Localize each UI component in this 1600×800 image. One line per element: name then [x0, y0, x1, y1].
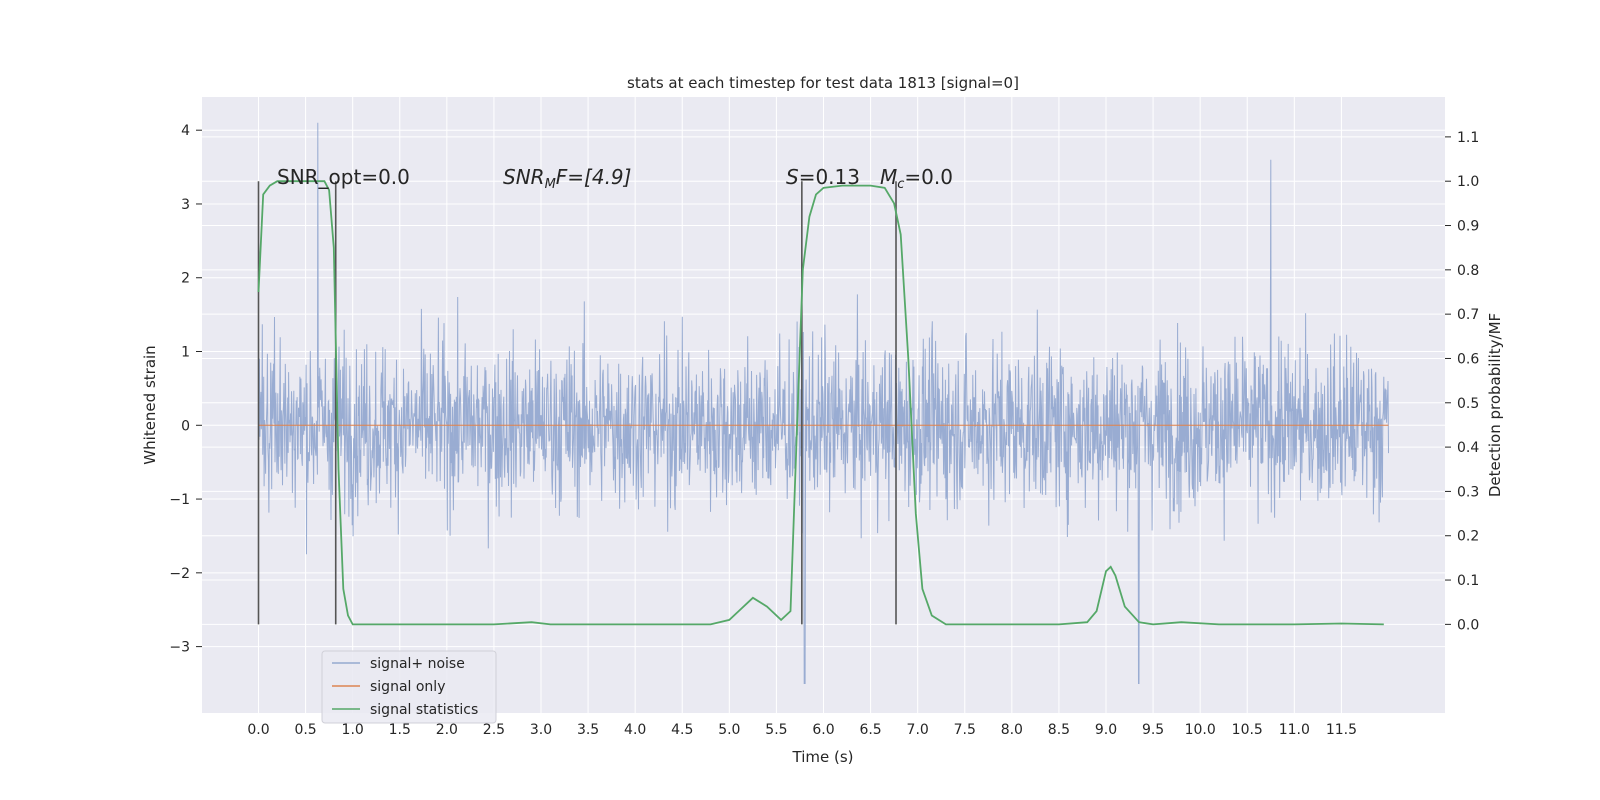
y-right-tick-label: 0.2 — [1457, 529, 1479, 545]
y-left-tick-label: −2 — [169, 566, 190, 582]
chart-title: stats at each timestep for test data 181… — [627, 74, 1019, 92]
x-tick-label: 7.0 — [907, 722, 929, 738]
signal-statistics-line — [257, 180, 1384, 626]
x-tick-label: 11.5 — [1326, 722, 1357, 738]
legend-label-signal-statistics: signal statistics — [370, 702, 478, 718]
grid-lines-x — [258, 97, 1342, 713]
annotation-mc-main: M — [880, 165, 897, 189]
series-signal-noise — [258, 122, 1389, 684]
x-tick-label: 8.5 — [1048, 722, 1070, 738]
x-axis-label: Time (s) — [792, 748, 854, 766]
x-tick-label: 10.5 — [1232, 722, 1263, 738]
x-tick-label: 5.0 — [718, 722, 740, 738]
x-tick-label: 7.5 — [954, 722, 976, 738]
annotation-mc-sub: c — [897, 177, 904, 192]
x-tick-label: 9.5 — [1142, 722, 1164, 738]
x-tick-label: 1.0 — [342, 722, 364, 738]
x-tick-labels: 0.0 0.5 1.0 1.5 2.0 2.5 3.0 3.5 4.0 4.5 5.0 5.5 6.0 6… — [247, 722, 1357, 738]
y-axis-label-left: Whitened strain — [141, 345, 159, 464]
y-axis-label-right: Detection probability/MF — [1486, 313, 1504, 497]
y-left-tick-label: −1 — [169, 492, 190, 508]
series-signal-statistics — [257, 180, 1384, 626]
x-tick-label: 2.0 — [436, 722, 458, 738]
y-right-tick-label: 0.4 — [1457, 440, 1479, 456]
x-tick-label: 6.5 — [859, 722, 881, 738]
annotation-snr-mf-rest: F=[4.9] — [556, 165, 632, 189]
y-right-tick-label: 1.1 — [1457, 130, 1479, 146]
x-tick-label: 9.0 — [1095, 722, 1117, 738]
x-tick-label: 1.5 — [389, 722, 411, 738]
annotation-snr-mf-main: SNR — [503, 165, 545, 189]
annotation-mc-value: =0.0 — [904, 165, 953, 189]
legend-label-signal-noise: signal+ noise — [370, 656, 465, 672]
y-left-tick-label: 2 — [181, 271, 190, 287]
y-right-tick-label: 0.1 — [1457, 573, 1479, 589]
x-tick-label: 8.0 — [1001, 722, 1023, 738]
y-left-tick-label: 3 — [181, 197, 190, 213]
y-right-tick-label: 0.7 — [1457, 307, 1479, 323]
legend-box — [321, 650, 497, 724]
x-tick-label: 3.5 — [577, 722, 599, 738]
annotation-snr-opt: SNR_opt=0.0 — [277, 165, 410, 189]
y-right-tick-label: 0.5 — [1457, 396, 1479, 412]
y-right-tick-label: 0.8 — [1457, 263, 1479, 279]
x-tick-label: 11.0 — [1279, 722, 1310, 738]
y-right-tick-label: 0.6 — [1457, 351, 1479, 367]
x-tick-label: 3.0 — [530, 722, 552, 738]
x-tick-label: 4.0 — [624, 722, 646, 738]
x-tick-label: 10.0 — [1185, 722, 1216, 738]
x-tick-label: 6.0 — [812, 722, 834, 738]
y-left-tick-label: 1 — [181, 345, 190, 361]
y-right-tick-label: 0.3 — [1457, 484, 1479, 500]
annotation-snr-mf-sub: M — [545, 177, 556, 192]
annotation-s: S=0.13 — [786, 165, 860, 189]
y-right-tick-labels: 1.1 1.0 0.9 0.8 0.7 0.6 0.5 0.4 0.3 0.2 0.1 0.0 — [1457, 130, 1479, 633]
y-left-tick-label: −3 — [169, 640, 190, 656]
x-tick-label: 4.5 — [671, 722, 693, 738]
x-tick-label: 0.5 — [294, 722, 316, 738]
annotation-s-value: =0.13 — [799, 165, 860, 189]
x-tick-label: 2.5 — [483, 722, 505, 738]
y-left-tick-labels: 4 3 2 1 0 −1 −2 −3 — [169, 123, 190, 655]
y-left-tick-label: 0 — [181, 418, 190, 434]
signal-noise-line — [258, 122, 1389, 684]
annotation-snr-mf: SNRMF=[4.9] — [503, 165, 631, 192]
x-tick-label: 5.5 — [765, 722, 787, 738]
vertical-markers — [257, 181, 897, 625]
y-right-tick-label: 0.0 — [1457, 617, 1479, 633]
legend-label-signal-only: signal only — [370, 679, 445, 695]
x-tick-label: 0.0 — [247, 722, 269, 738]
y-right-tick-label: 1.0 — [1457, 174, 1479, 190]
y-right-tick-label: 0.9 — [1457, 219, 1479, 235]
legend: signal+ noise signal only signal statist… — [321, 650, 497, 724]
y-left-tick-label: 4 — [181, 123, 190, 139]
annotation-mc: Mc=0.0 — [880, 165, 953, 192]
annotation-s-label: S — [786, 165, 799, 189]
